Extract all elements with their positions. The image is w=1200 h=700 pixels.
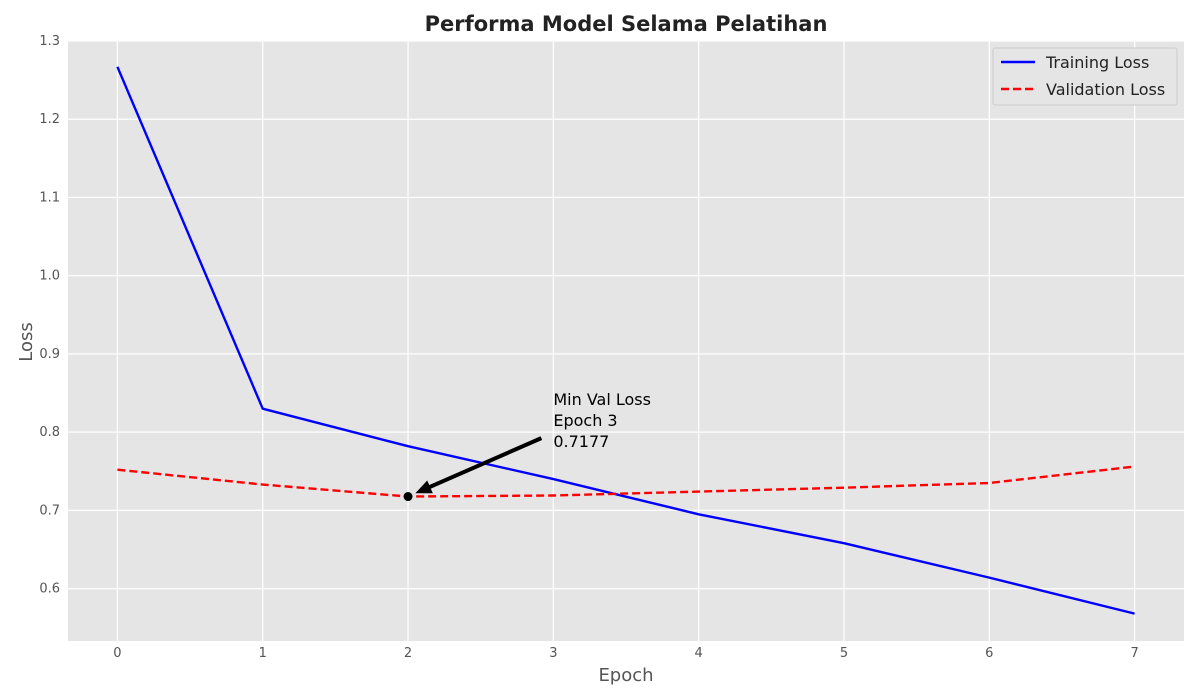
grid — [68, 40, 1184, 641]
min-val-annotation: Min Val Loss Epoch 3 0.7177 — [403, 390, 651, 502]
plot-area — [68, 41, 1184, 641]
legend: Training Loss Validation Loss — [992, 47, 1178, 106]
x-tick-label: 6 — [985, 646, 993, 661]
y-tick-label: 1.0 — [39, 269, 60, 284]
x-tick-label: 1 — [259, 646, 267, 661]
x-tick-label: 5 — [840, 646, 848, 661]
y-tick-label: 1.1 — [39, 190, 60, 205]
y-tick-label: 0.6 — [39, 582, 60, 597]
x-tick-label: 4 — [695, 646, 703, 661]
y-tick-label: 1.3 — [39, 34, 60, 49]
y-tick-label: 0.9 — [39, 347, 60, 362]
annotation-arrow-shaft — [421, 436, 543, 492]
y-tick-labels: 0.6 0.7 0.8 0.9 1.0 1.1 1.2 1.3 — [39, 34, 60, 597]
y-tick-label: 0.7 — [39, 503, 60, 518]
y-axis-label: Loss — [16, 322, 37, 361]
legend-box — [992, 47, 1178, 106]
annotation-arrow-head — [415, 480, 433, 494]
annotation-text-line: Min Val Loss — [553, 390, 651, 409]
y-tick-label: 1.2 — [39, 112, 60, 127]
x-tick-label: 7 — [1130, 646, 1138, 661]
x-tick-label: 2 — [404, 646, 412, 661]
x-tick-labels: 0 1 2 3 4 5 6 7 — [113, 646, 1138, 661]
annotation-text-line: Epoch 3 — [553, 411, 617, 430]
legend-label-validation: Validation Loss — [1046, 80, 1165, 99]
x-tick-label: 0 — [113, 646, 121, 661]
x-tick-label: 3 — [549, 646, 557, 661]
y-tick-label: 0.8 — [39, 425, 60, 440]
annotation-text-line: 0.7177 — [553, 432, 609, 451]
validation-loss-line — [117, 465, 1135, 498]
chart-title: Performa Model Selama Pelatihan — [425, 12, 828, 36]
training-loss-line — [116, 66, 1135, 615]
x-axis-label: Epoch — [598, 665, 653, 686]
min-val-marker — [403, 492, 413, 502]
legend-label-training: Training Loss — [1045, 53, 1149, 72]
series-lines — [116, 66, 1135, 615]
